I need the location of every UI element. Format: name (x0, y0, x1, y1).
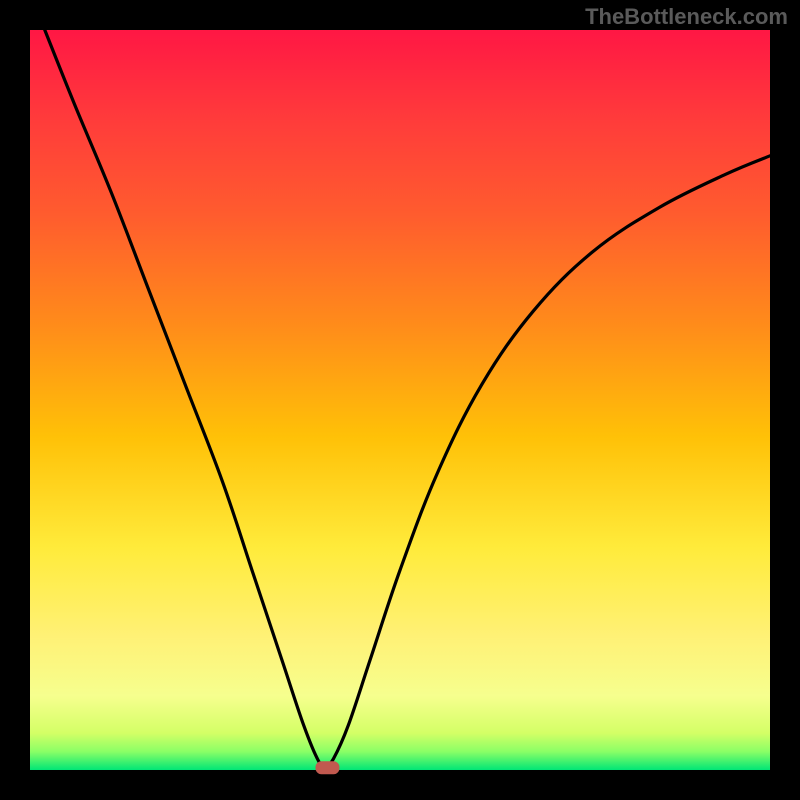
bottleneck-chart (0, 0, 800, 800)
plot-background (30, 30, 770, 770)
watermark-text: TheBottleneck.com (585, 4, 788, 30)
chart-container: TheBottleneck.com (0, 0, 800, 800)
minimum-marker (315, 761, 339, 774)
